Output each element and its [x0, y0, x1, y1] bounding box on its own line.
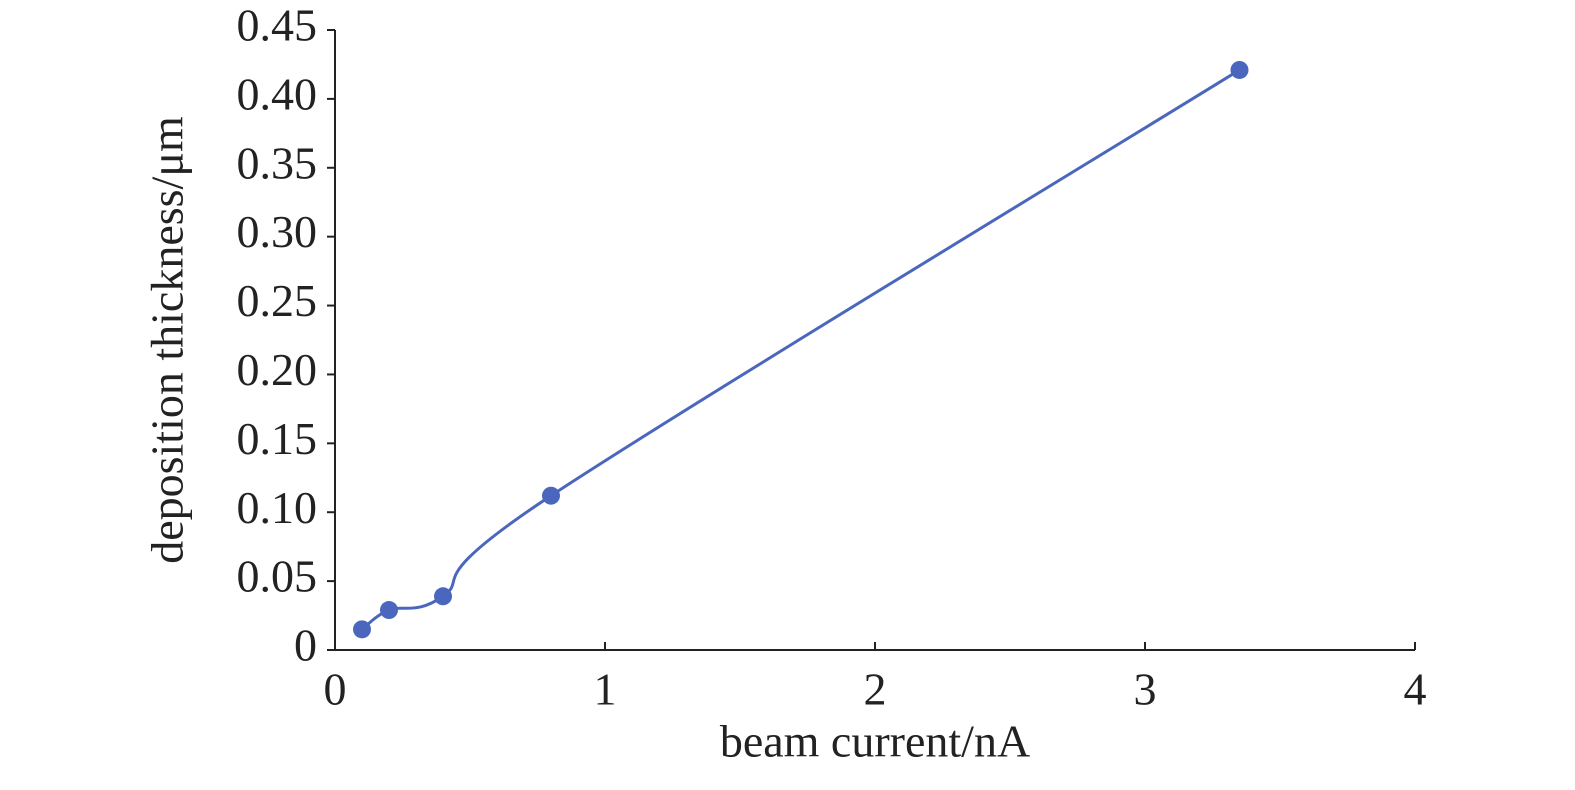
series-line — [361, 68, 1241, 631]
x-tick-label: 0 — [324, 664, 347, 715]
x-tick-label: 3 — [1134, 664, 1157, 715]
y-tick-label: 0.15 — [237, 413, 318, 464]
y-tick-label: 0.45 — [237, 0, 318, 51]
data-point — [1230, 60, 1249, 79]
y-tick-label: 0.20 — [237, 344, 318, 395]
y-tick-label: 0.40 — [237, 68, 318, 119]
data-point — [353, 620, 371, 639]
x-axis-label: beam current/nA — [720, 716, 1030, 767]
x-tick-label: 1 — [594, 664, 617, 715]
x-tick-label: 2 — [864, 664, 887, 715]
y-tick-label: 0.35 — [237, 137, 318, 188]
x-tick-label: 4 — [1404, 664, 1427, 715]
y-tick-label: 0 — [294, 620, 317, 671]
data-point — [380, 601, 398, 620]
data-point — [434, 587, 452, 606]
y-tick-label: 0.25 — [237, 275, 318, 326]
y-axis-label: deposition thickness/μm — [142, 116, 193, 564]
y-tick-label: 0.05 — [237, 551, 318, 602]
y-tick-label: 0.10 — [237, 482, 318, 533]
y-tick-label: 0.30 — [237, 206, 318, 257]
data-point — [542, 486, 560, 505]
